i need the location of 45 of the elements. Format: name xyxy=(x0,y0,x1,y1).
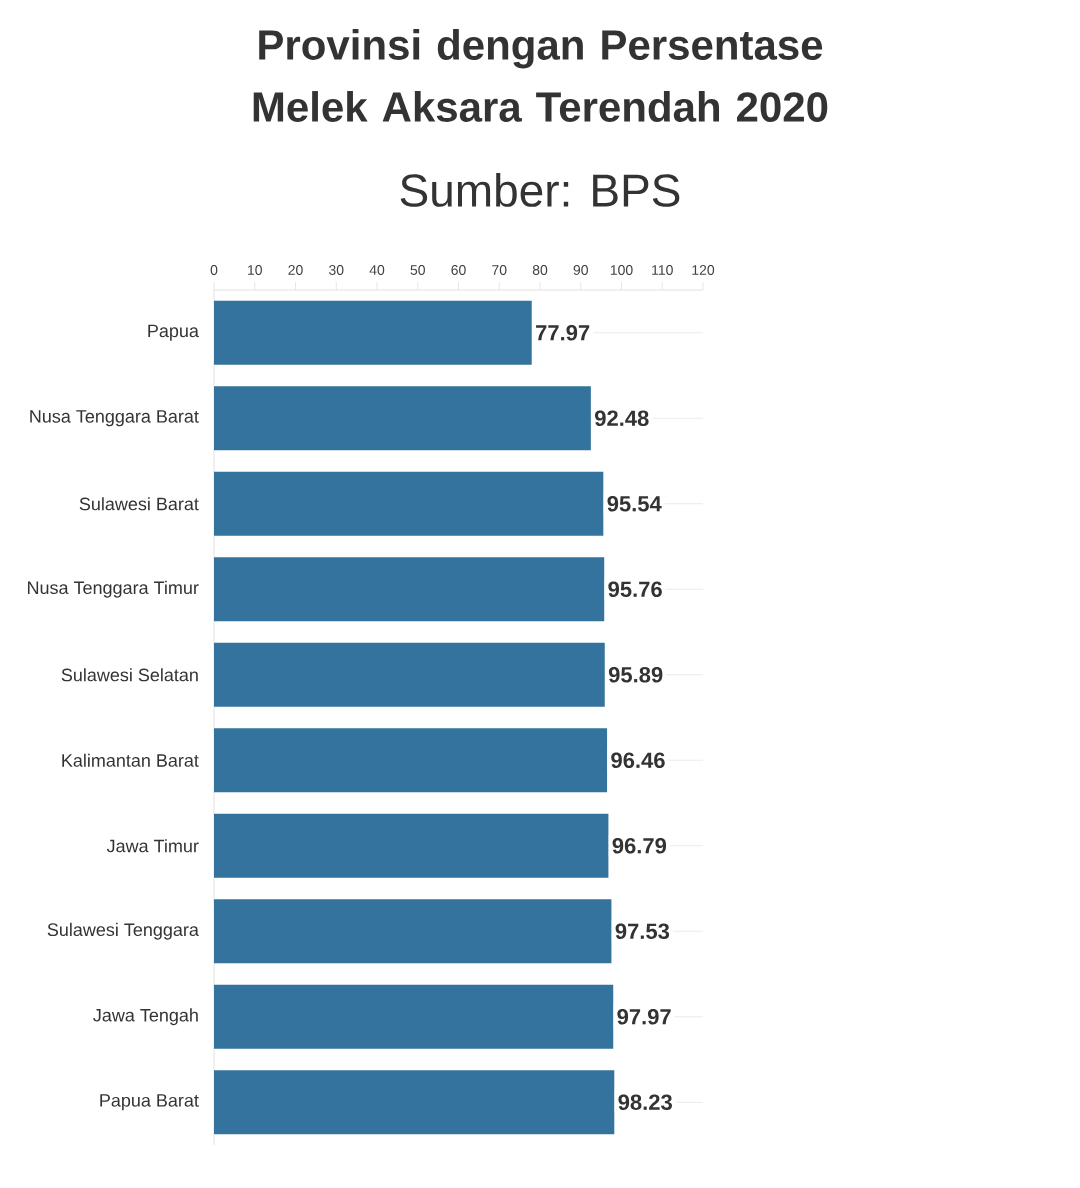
x-tick-label: 10 xyxy=(248,265,262,275)
data-label: 95.54 xyxy=(607,495,662,512)
x-tick-label: 50 xyxy=(410,265,425,275)
y-tick-label: Papua xyxy=(148,324,199,341)
data-label: 98.23 xyxy=(618,1094,672,1111)
bar xyxy=(214,728,608,793)
y-tick-label: Jawa Tengah xyxy=(93,1008,198,1026)
x-tick-label: 90 xyxy=(573,265,588,275)
x-tick-label: 0 xyxy=(210,265,218,275)
data-label: 92.48 xyxy=(595,410,649,427)
chart-title: Provinsi dengan Persentase Melek Aksara Terendah 2020 xyxy=(253,29,828,122)
bar xyxy=(214,899,612,964)
x-tick-label: 30 xyxy=(329,265,344,275)
data-label: 96.46 xyxy=(611,752,665,769)
x-tick-label: 20 xyxy=(288,265,303,275)
y-tick-label: Sulawesi Barat xyxy=(79,497,199,511)
y-tick-label: Kalimantan Barat xyxy=(62,753,199,767)
y-tick-label: Papua Barat xyxy=(100,1094,199,1111)
x-tick-label: 100 xyxy=(610,265,633,275)
bar xyxy=(214,642,605,707)
bar xyxy=(214,386,591,451)
bar xyxy=(214,471,604,536)
x-tick-label: 70 xyxy=(492,265,507,275)
x-tick-label: 120 xyxy=(692,265,715,275)
x-tick-label: 60 xyxy=(451,265,466,275)
bar xyxy=(214,813,609,878)
data-label: 96.79 xyxy=(612,837,667,854)
x-tick-label: 40 xyxy=(369,265,385,275)
y-tick-label: Jawa Timur xyxy=(106,839,199,853)
bar xyxy=(214,1070,615,1135)
y-tick-label: Nusa Tenggara Timur xyxy=(28,580,199,598)
y-tick-label: Sulawesi Selatan xyxy=(61,668,198,682)
data-label: 95.89 xyxy=(608,666,663,683)
chart-subtitle: Sumber: BPS xyxy=(400,173,680,207)
y-tick-label: Nusa Tenggara Barat xyxy=(30,410,199,427)
x-tick-label: 80 xyxy=(532,265,548,275)
data-label: 95.76 xyxy=(608,581,662,598)
bar xyxy=(214,300,532,365)
bar xyxy=(214,984,614,1049)
data-label: 97.53 xyxy=(615,923,670,940)
y-tick-label: Sulawesi Tenggara xyxy=(47,922,199,940)
x-tick-label: 110 xyxy=(652,265,673,275)
data-label: 97.97 xyxy=(617,1008,671,1025)
bar xyxy=(214,557,605,622)
data-label: 77.97 xyxy=(536,324,590,341)
